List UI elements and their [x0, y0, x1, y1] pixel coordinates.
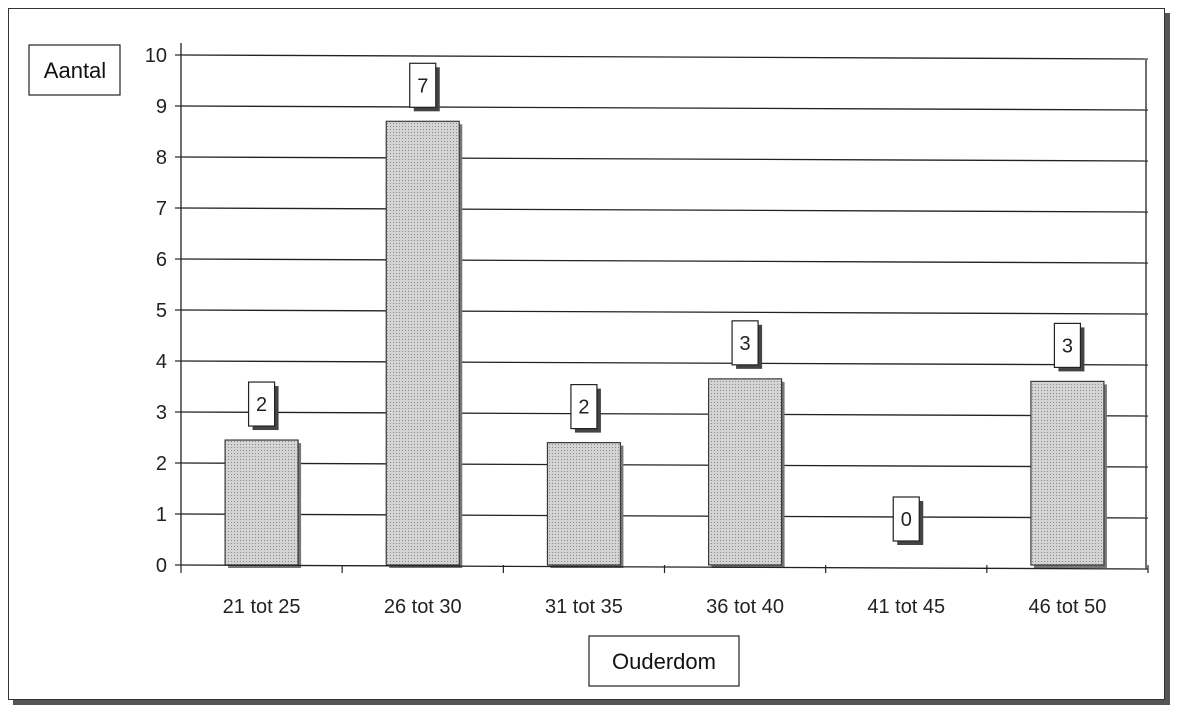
y-tick-label: 2	[156, 453, 167, 475]
y-tick-label: 1	[156, 504, 167, 526]
chart-frame	[8, 8, 1165, 700]
x-tick-label: 26 tot 30	[384, 596, 462, 618]
gridlines	[180, 54, 1149, 519]
y-tick-label: 7	[156, 198, 167, 220]
bar	[1030, 380, 1105, 566]
gridline	[180, 462, 1149, 468]
y-tick-label: 10	[145, 45, 167, 67]
y-tick-label: 8	[156, 147, 167, 169]
y-tick-label: 9	[156, 96, 167, 118]
data-label-box	[247, 381, 276, 427]
gridline	[180, 513, 1149, 519]
gridline	[180, 207, 1149, 213]
data-label: 3	[740, 333, 751, 355]
bar	[385, 120, 460, 566]
x-tick-label: 36 tot 40	[706, 596, 784, 618]
axes	[175, 43, 1149, 573]
x-tick-labels: 21 tot 25 26 tot 30 31 tot 35 36 tot 40 41 t…	[223, 596, 1107, 618]
y-tick-label: 5	[156, 300, 167, 322]
x-tick-label: 46 tot 50	[1028, 596, 1106, 618]
data-label-box	[892, 496, 920, 542]
data-labels: 2 7 2 3 0 3	[247, 62, 1085, 545]
gridline	[180, 258, 1149, 264]
gridline	[180, 309, 1149, 315]
gridline	[180, 54, 1149, 60]
x-tick-label: 31 tot 35	[545, 596, 623, 618]
gridline	[180, 411, 1149, 417]
y-axis-title: Aantal	[44, 58, 106, 83]
bar	[224, 439, 299, 566]
data-label-box	[1053, 322, 1082, 368]
data-label-box	[409, 62, 437, 108]
y-tick-label: 3	[156, 402, 167, 424]
data-label: 3	[1062, 335, 1073, 357]
y-tick-label: 6	[156, 249, 167, 271]
bars	[224, 120, 1107, 569]
data-label: 2	[578, 397, 589, 419]
y-axis-title-box: Aantal	[28, 44, 121, 96]
gridline	[180, 105, 1149, 111]
x-axis-title: Ouderdom	[612, 649, 716, 674]
gridline	[180, 156, 1149, 162]
data-label: 2	[256, 394, 267, 416]
x-tick-label: 21 tot 25	[223, 596, 301, 618]
bar	[546, 442, 622, 566]
data-label-box	[570, 384, 598, 430]
y-tick-label: 0	[156, 555, 167, 577]
x-axis-title-box: Ouderdom	[588, 635, 740, 687]
y-tick-labels: 0 1 2 3 4 5 6 7 8 9 10	[145, 45, 167, 577]
data-label-box	[731, 320, 759, 366]
bar	[707, 378, 783, 566]
y-tick-label: 4	[156, 351, 167, 373]
x-tick-label: 41 tot 45	[867, 596, 945, 618]
data-label: 7	[417, 75, 428, 97]
data-label: 0	[901, 509, 912, 531]
gridline	[180, 360, 1149, 366]
